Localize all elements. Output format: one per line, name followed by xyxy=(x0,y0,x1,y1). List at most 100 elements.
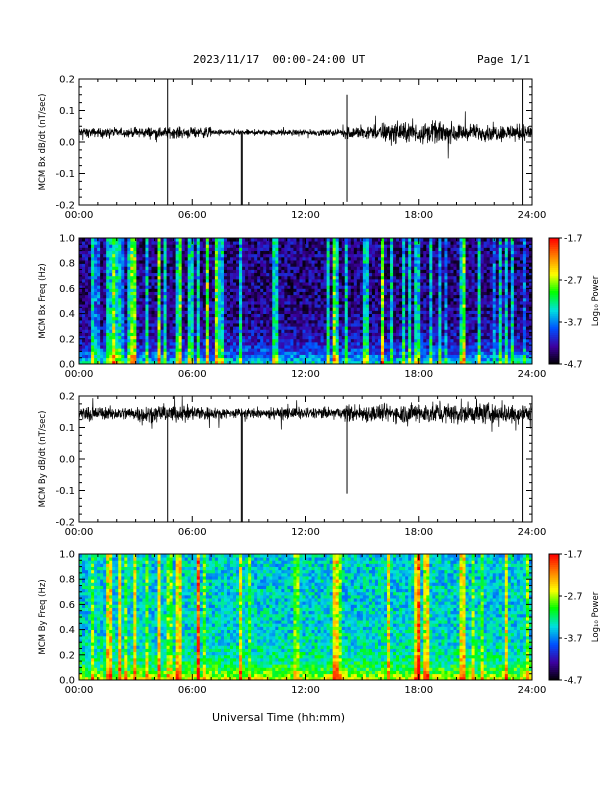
heatmap-cell xyxy=(154,341,158,346)
heatmap-cell xyxy=(91,256,95,261)
heatmap-cell xyxy=(368,348,373,352)
heatmap-cell xyxy=(230,275,234,280)
heatmap-cell xyxy=(414,329,418,333)
heatmap-cell xyxy=(139,360,143,365)
heatmap-cell xyxy=(230,260,234,264)
heatmap-cell xyxy=(220,272,225,277)
heatmap-cell xyxy=(444,319,448,324)
heatmap-cell xyxy=(405,357,409,362)
heatmap-cell xyxy=(393,288,397,292)
heatmap-cell xyxy=(356,266,361,270)
heatmap-cell xyxy=(199,256,204,261)
heatmap-cell xyxy=(94,304,98,308)
heatmap-cell xyxy=(88,256,92,261)
heatmap-cell xyxy=(390,278,394,283)
heatmap-cell xyxy=(142,278,146,283)
heatmap-cell xyxy=(320,354,325,359)
heatmap-cell xyxy=(115,329,119,333)
heatmap-cell xyxy=(88,244,92,248)
heatmap-cell xyxy=(338,319,343,324)
heatmap-cell xyxy=(223,297,228,302)
heatmap-cell xyxy=(435,326,439,330)
heatmap-cell xyxy=(320,335,325,340)
heatmap-cell xyxy=(166,316,170,321)
heatmap-cell xyxy=(384,247,388,251)
heatmap-cell xyxy=(429,269,433,274)
heatmap-cell xyxy=(172,250,177,255)
heatmap-cell xyxy=(217,348,222,352)
heatmap-cell xyxy=(239,263,243,267)
heatmap-cell xyxy=(266,348,270,352)
heatmap-cell xyxy=(365,272,370,277)
heatmap-cell xyxy=(157,272,161,277)
heatmap-cell xyxy=(314,278,318,283)
heatmap-cell xyxy=(223,341,228,346)
heatmap-cell xyxy=(308,335,312,340)
heatmap-cell xyxy=(82,319,86,324)
heatmap-cell xyxy=(387,360,391,365)
heatmap-cell xyxy=(405,247,409,251)
heatmap-cell xyxy=(230,269,234,274)
heatmap-cell xyxy=(341,263,346,267)
heatmap-cell xyxy=(130,338,134,343)
heatmap-cell xyxy=(242,338,246,343)
heatmap-cell xyxy=(393,297,397,302)
heatmap-cell xyxy=(402,297,406,302)
heatmap-cell xyxy=(347,244,352,248)
page-number: Page 1/1 xyxy=(477,53,530,66)
heatmap-cell xyxy=(223,335,228,340)
heatmap-cell xyxy=(223,260,228,264)
heatmap-cell xyxy=(399,360,403,365)
heatmap-cell xyxy=(163,307,167,311)
heatmap-cell xyxy=(85,307,89,311)
heatmap-cell xyxy=(438,335,442,340)
heatmap-cell xyxy=(356,253,361,258)
heatmap-cell xyxy=(154,360,158,365)
heatmap-cell xyxy=(245,323,249,327)
heatmap-cell xyxy=(199,316,204,321)
heatmap-cell xyxy=(371,291,376,296)
heatmap-cell xyxy=(251,260,255,264)
heatmap-cell xyxy=(118,269,122,274)
heatmap-cell xyxy=(371,269,376,274)
heatmap-cell xyxy=(136,323,140,327)
heatmap-cell xyxy=(326,323,331,327)
heatmap-cell xyxy=(293,304,297,308)
heatmap-cell xyxy=(248,351,252,355)
heatmap-cell xyxy=(377,269,382,274)
heatmap-cell xyxy=(88,313,92,318)
heatmap-cell xyxy=(281,266,285,270)
heatmap-cell xyxy=(139,241,143,245)
heatmap-cell xyxy=(335,275,340,280)
heatmap-cell xyxy=(163,345,167,349)
heatmap-cell xyxy=(196,247,201,251)
heatmap-cell xyxy=(305,260,309,264)
heatmap-cell xyxy=(145,244,149,248)
heatmap-cell xyxy=(88,282,92,286)
heatmap-cell xyxy=(371,288,376,292)
heatmap-cell xyxy=(266,260,270,264)
heatmap-cell xyxy=(251,244,255,248)
heatmap-cell xyxy=(160,354,164,359)
heatmap-cell xyxy=(163,338,167,343)
heatmap-cell xyxy=(127,294,131,299)
heatmap-cell xyxy=(278,313,282,318)
heatmap-cell xyxy=(387,278,391,283)
heatmap-cell xyxy=(118,288,122,292)
heatmap-cell xyxy=(248,247,252,251)
heatmap-cell xyxy=(426,313,430,318)
heatmap-cell xyxy=(260,282,264,286)
heatmap-cell xyxy=(85,348,89,352)
heatmap-cell xyxy=(199,294,204,299)
heatmap-cell xyxy=(85,275,89,280)
heatmap-cell xyxy=(208,294,213,299)
heatmap-cell xyxy=(184,278,189,283)
heatmap-cell xyxy=(287,285,291,289)
heatmap-cell xyxy=(151,285,155,289)
heatmap-cell xyxy=(426,301,430,305)
heatmap-cell xyxy=(317,301,321,305)
heatmap-cell xyxy=(308,304,312,308)
heatmap-cell xyxy=(365,291,370,296)
heatmap-cell xyxy=(284,348,288,352)
